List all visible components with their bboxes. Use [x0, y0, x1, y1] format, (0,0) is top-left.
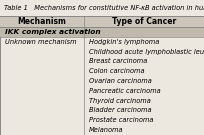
Text: Unknown mechanism: Unknown mechanism: [5, 39, 77, 45]
Text: Colon carcinoma: Colon carcinoma: [89, 68, 144, 74]
Text: Breast carcinoma: Breast carcinoma: [89, 58, 147, 64]
Bar: [0, 0, 204, 16]
Text: Bladder carcinoma: Bladder carcinoma: [89, 107, 151, 113]
Text: Type of Cancer: Type of Cancer: [112, 17, 176, 26]
Text: Childhood acute lymphoblastic leukemia: Childhood acute lymphoblastic leukemia: [89, 48, 204, 55]
Bar: [0, 16, 204, 27]
Text: Thyroid carcinoma: Thyroid carcinoma: [89, 98, 151, 104]
Text: Prostate carcinoma: Prostate carcinoma: [89, 117, 153, 123]
Text: Hodgkin's lymphoma: Hodgkin's lymphoma: [89, 39, 159, 45]
Text: Table 1   Mechanisms for constitutive NF-κB activation in human cancer: Table 1 Mechanisms for constitutive NF-κ…: [4, 5, 204, 11]
Bar: [0, 27, 204, 37]
Text: Mechanism: Mechanism: [17, 17, 66, 26]
Text: Pancreatic carcinoma: Pancreatic carcinoma: [89, 88, 160, 94]
Text: Melanoma: Melanoma: [89, 127, 123, 133]
Text: IKK complex activation: IKK complex activation: [5, 29, 101, 35]
Text: Ovarian carcinoma: Ovarian carcinoma: [89, 78, 152, 84]
